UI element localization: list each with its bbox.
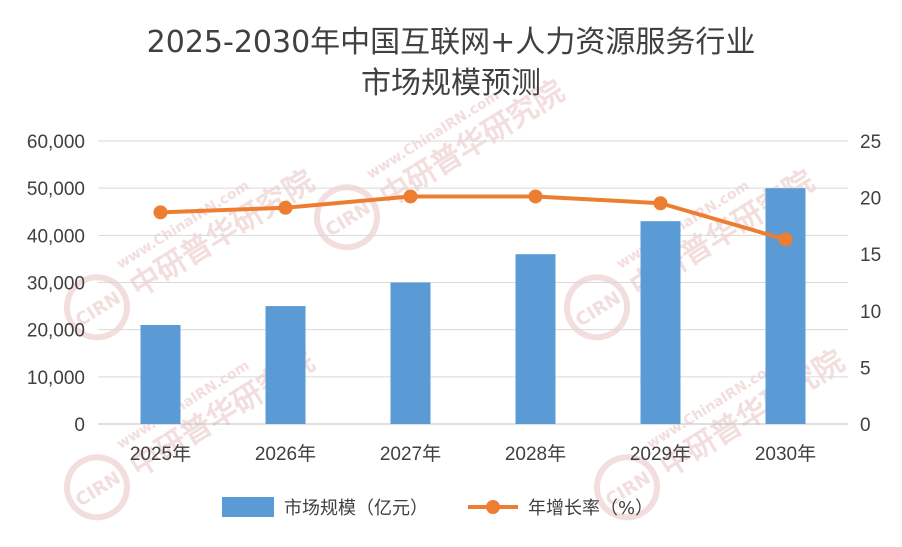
legend: 市场规模（亿元） 年增长率（%） [222, 497, 653, 519]
x-tick-label: 2027年 [380, 443, 441, 465]
watermark-circle-icon [593, 454, 660, 521]
legend-bar-label: 市场规模（亿元） [284, 498, 428, 519]
line-series [153, 189, 793, 247]
chart-title-line-1: 2025-2030年中国互联网+人力资源服务行业 [147, 25, 756, 60]
growth-point-2029年 [653, 196, 668, 211]
growth-point-2028年 [528, 189, 543, 204]
bar-2025年 [140, 324, 181, 424]
y-left-tick-label: 10,000 [27, 368, 85, 389]
left-y-axis-ticks: 0 10,000 20,000 30,000 40,000 50,000 60,000 [27, 132, 85, 436]
y-right-tick-label: 15 [860, 245, 881, 266]
watermark-circle-icon [63, 454, 130, 521]
legend-bar-swatch [222, 497, 274, 517]
x-tick-label: 2029年 [630, 443, 691, 465]
growth-point-2025年 [153, 205, 168, 220]
y-left-tick-label: 20,000 [27, 321, 85, 342]
y-left-tick-label: 30,000 [27, 274, 85, 295]
bar-2028年 [515, 254, 556, 424]
y-right-tick-label: 20 [860, 189, 881, 210]
bar-2030年 [765, 188, 806, 424]
bar-2026年 [265, 306, 306, 424]
gridlines [98, 140, 848, 425]
bar-series [140, 188, 806, 424]
growth-point-2027年 [403, 189, 418, 204]
bar-2027年 [390, 282, 431, 424]
x-tick-label: 2028年 [505, 443, 566, 465]
y-left-tick-label: 40,000 [27, 226, 85, 247]
growth-point-2026年 [278, 200, 293, 215]
growth-point-2030年 [778, 232, 793, 247]
right-y-axis-ticks: 0 5 10 15 20 25 [860, 132, 881, 436]
y-left-tick-label: 0 [74, 415, 85, 436]
bar-2029年 [640, 221, 681, 424]
x-tick-label: 2025年 [130, 443, 191, 465]
watermark-circle-icon [63, 274, 130, 341]
y-right-tick-label: 0 [860, 415, 871, 436]
x-tick-label: 2030年 [755, 443, 816, 465]
watermark-circle-icon [563, 274, 630, 341]
y-right-tick-label: 25 [860, 132, 881, 153]
x-axis-ticks: 2025年 2026年 2027年 2028年 2029年 2030年 [130, 443, 816, 465]
y-right-tick-label: 10 [860, 302, 881, 323]
y-left-tick-label: 50,000 [27, 179, 85, 200]
legend-line-label: 年增长率（%） [528, 498, 653, 519]
y-left-tick-label: 60,000 [27, 132, 85, 153]
y-right-tick-label: 5 [860, 358, 871, 379]
legend-line-marker [486, 500, 500, 514]
chart-title-line-2: 市场规模预测 [361, 66, 541, 101]
x-tick-label: 2026年 [255, 443, 316, 465]
growth-rate-line [160, 194, 787, 242]
